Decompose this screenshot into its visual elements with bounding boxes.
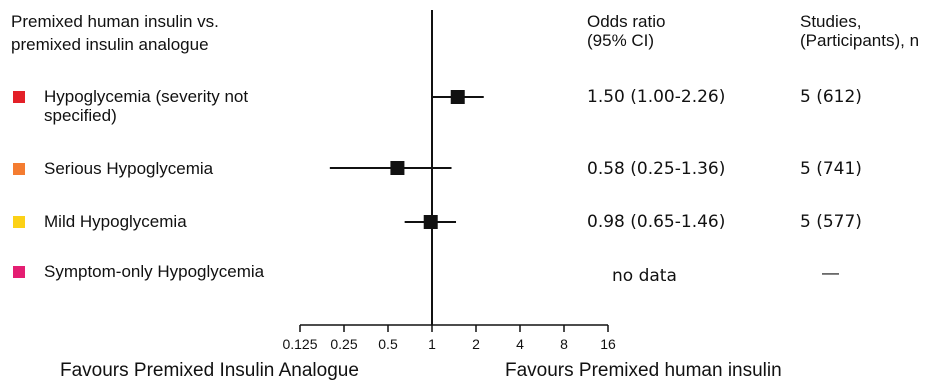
- x-axis-label-left: Favours Premixed Insulin Analogue: [60, 360, 359, 381]
- or-value-mild-hypoglycemia: 0.98 (0.65-1.46): [587, 212, 726, 232]
- x-tick-label-16: 16: [600, 336, 616, 352]
- x-tick-label-0.5: 0.5: [378, 336, 398, 352]
- or-column-header-line-2: (95% CI): [587, 31, 655, 50]
- point-estimate-serious-hypoglycemia: [390, 161, 405, 175]
- x-tick-label-1: 1: [428, 336, 436, 352]
- row-label-hypoglycemia-line-2: specified): [44, 106, 117, 125]
- or-value-symptom-only-hypoglycemia: no data: [612, 266, 677, 286]
- point-estimate-mild-hypoglycemia: [423, 215, 438, 229]
- row-label-mild-hypoglycemia: Mild Hypoglycemia: [44, 212, 187, 231]
- studies-value-mild-hypoglycemia: 5 (577): [800, 212, 862, 232]
- row-label-hypoglycemia-line-1: Hypoglycemia (severity not: [44, 87, 249, 106]
- legend-marker-hypoglycemia: [13, 91, 25, 103]
- or-column-header-line-1: Odds ratio: [587, 12, 666, 31]
- chart-title-line-2: premixed insulin analogue: [11, 35, 209, 54]
- x-tick-label-0.125: 0.125: [282, 336, 317, 352]
- or-value-serious-hypoglycemia: 0.58 (0.25-1.36): [587, 159, 726, 179]
- x-tick-label-8: 8: [560, 336, 568, 352]
- studies-value-symptom-only-hypoglycemia: —: [822, 263, 839, 282]
- studies-column-header-line-2: (Participants), n: [800, 31, 920, 50]
- x-tick-label-2: 2: [472, 336, 480, 352]
- legend-marker-mild-hypoglycemia: [13, 216, 25, 228]
- studies-column-header-line-1: Studies,: [800, 12, 862, 31]
- row-label-symptom-only-hypoglycemia: Symptom-only Hypoglycemia: [44, 262, 265, 281]
- legend-marker-symptom-only-hypoglycemia: [13, 266, 25, 278]
- studies-value-hypoglycemia: 5 (612): [800, 87, 862, 107]
- studies-value-serious-hypoglycemia: 5 (741): [800, 159, 862, 179]
- x-tick-label-4: 4: [516, 336, 524, 352]
- or-value-hypoglycemia: 1.50 (1.00-2.26): [587, 87, 726, 107]
- x-tick-label-0.25: 0.25: [330, 336, 357, 352]
- x-axis-label-right: Favours Premixed human insulin: [505, 360, 782, 381]
- chart-title-line-1: Premixed human insulin vs.: [11, 12, 219, 31]
- row-label-serious-hypoglycemia: Serious Hypoglycemia: [44, 159, 214, 178]
- point-estimate-hypoglycemia: [450, 90, 465, 104]
- legend-marker-serious-hypoglycemia: [13, 163, 25, 175]
